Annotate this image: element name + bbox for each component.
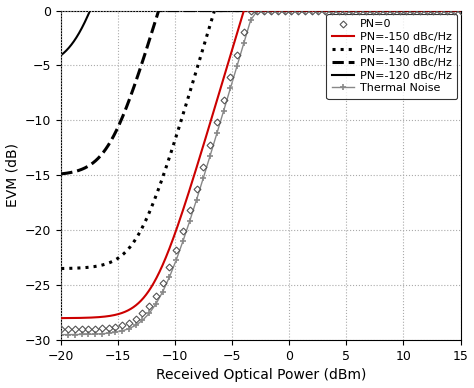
PN=-120 dBc/Hz xyxy=(104,8,109,13)
PN=-150 dBc/Hz xyxy=(104,314,109,319)
Thermal Noise xyxy=(255,8,260,13)
PN=-150 dBc/Hz xyxy=(128,307,133,312)
PN=-140 dBc/Hz xyxy=(450,8,456,13)
PN=-130 dBc/Hz xyxy=(407,8,413,13)
PN=-150 dBc/Hz xyxy=(458,8,464,13)
Thermal Noise xyxy=(458,8,464,13)
PN=-150 dBc/Hz xyxy=(211,107,217,111)
PN=-140 dBc/Hz xyxy=(104,262,109,266)
PN=-140 dBc/Hz xyxy=(211,8,217,13)
PN=0 xyxy=(58,327,64,331)
PN=-140 dBc/Hz xyxy=(128,244,133,249)
PN=-140 dBc/Hz xyxy=(229,8,235,13)
PN=-120 dBc/Hz xyxy=(407,8,413,13)
Line: PN=-130 dBc/Hz: PN=-130 dBc/Hz xyxy=(61,10,461,174)
Thermal Noise xyxy=(187,218,192,223)
PN=-140 dBc/Hz xyxy=(407,8,413,13)
PN=0 xyxy=(160,281,165,285)
PN=-120 dBc/Hz xyxy=(211,8,217,13)
PN=-130 dBc/Hz xyxy=(450,8,456,13)
PN=0 xyxy=(248,8,254,13)
Thermal Noise xyxy=(194,197,200,202)
Line: PN=-150 dBc/Hz: PN=-150 dBc/Hz xyxy=(61,10,461,318)
PN=0 xyxy=(194,187,200,191)
Y-axis label: EVM (dB): EVM (dB) xyxy=(6,143,19,207)
Line: Thermal Noise: Thermal Noise xyxy=(58,7,464,338)
Thermal Noise xyxy=(160,289,165,294)
PN=-120 dBc/Hz xyxy=(458,8,464,13)
PN=-150 dBc/Hz xyxy=(407,8,413,13)
PN=0 xyxy=(458,8,464,13)
PN=-140 dBc/Hz xyxy=(458,8,464,13)
Thermal Noise xyxy=(58,332,64,337)
Line: PN=-120 dBc/Hz: PN=-120 dBc/Hz xyxy=(61,10,461,55)
PN=0 xyxy=(126,320,132,325)
PN=-120 dBc/Hz xyxy=(450,8,456,13)
PN=0 xyxy=(173,248,179,252)
PN=-130 dBc/Hz xyxy=(58,171,64,176)
PN=-150 dBc/Hz xyxy=(241,8,246,13)
PN=-150 dBc/Hz xyxy=(229,49,235,54)
PN=-150 dBc/Hz xyxy=(450,8,456,13)
PN=-130 dBc/Hz xyxy=(211,8,217,13)
Line: PN=-140 dBc/Hz: PN=-140 dBc/Hz xyxy=(61,10,461,268)
PN=-120 dBc/Hz xyxy=(87,8,93,13)
Thermal Noise xyxy=(173,258,179,262)
PN=-120 dBc/Hz xyxy=(58,53,64,57)
PN=-130 dBc/Hz xyxy=(229,8,235,13)
PN=-130 dBc/Hz xyxy=(104,145,109,150)
PN=0 xyxy=(187,208,192,213)
Legend: PN=0, PN=-150 dBc/Hz, PN=-140 dBc/Hz, PN=-130 dBc/Hz, PN=-120 dBc/Hz, Thermal No: PN=0, PN=-150 dBc/Hz, PN=-140 dBc/Hz, PN… xyxy=(326,14,457,99)
PN=-130 dBc/Hz xyxy=(128,94,133,99)
PN=-140 dBc/Hz xyxy=(58,266,64,271)
PN=0 xyxy=(316,8,321,13)
PN=-150 dBc/Hz xyxy=(58,316,64,320)
Line: PN=0: PN=0 xyxy=(59,8,463,332)
PN=-120 dBc/Hz xyxy=(229,8,235,13)
Thermal Noise xyxy=(316,8,321,13)
X-axis label: Received Optical Power (dBm): Received Optical Power (dBm) xyxy=(155,369,366,383)
PN=-120 dBc/Hz xyxy=(128,8,133,13)
PN=-130 dBc/Hz xyxy=(458,8,464,13)
PN=-140 dBc/Hz xyxy=(211,8,217,13)
PN=-130 dBc/Hz xyxy=(156,8,162,13)
Thermal Noise xyxy=(126,326,132,331)
